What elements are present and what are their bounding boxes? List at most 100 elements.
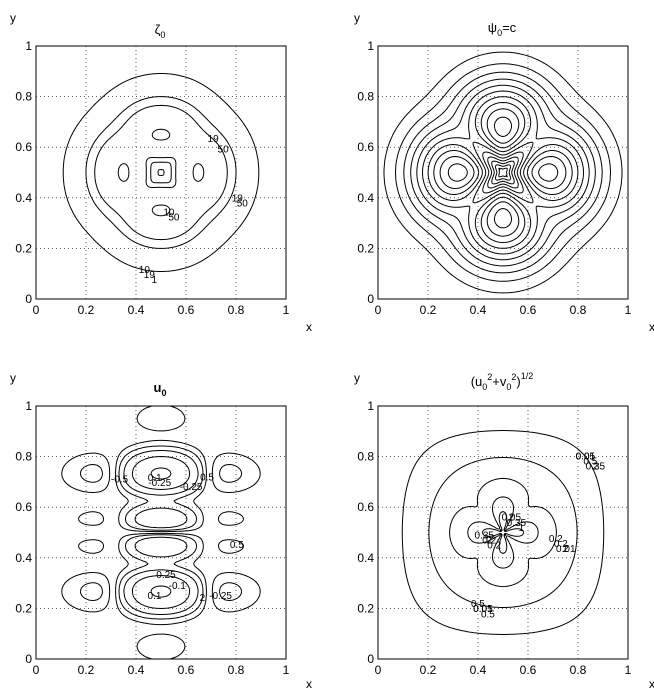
panel-u-contours (61, 405, 261, 660)
panel-speed: (u02+v02)1/2 y x 0.010.050.010.050.20.35… (354, 371, 654, 690)
contour-label: 0.05 (576, 452, 596, 463)
contour-label: 2 (593, 462, 599, 473)
y-tick-label: 1 (367, 399, 374, 413)
panel-zeta-yticks: 0 0.2 0.4 0.6 0.8 1 (15, 39, 32, 306)
contour-line (428, 457, 578, 608)
x-tick-label: 0.6 (520, 303, 537, 317)
contour-line (403, 71, 603, 274)
contour-label: 2 (200, 593, 206, 604)
y-tick-label: 0.8 (15, 450, 32, 464)
contour-label: 0.35 (507, 518, 527, 529)
panel-speed-ylabel: y (354, 371, 360, 385)
contour-label: 50 (168, 213, 180, 224)
x-tick-label: 0.2 (78, 303, 95, 317)
panel-psi-yticks: 0 0.2 0.4 0.6 0.8 1 (357, 39, 374, 306)
panel-zeta-grid (36, 46, 286, 299)
panel-u-frame (35, 405, 287, 660)
contour-label: 2 (509, 513, 515, 524)
y-tick-label: 0.6 (357, 140, 374, 154)
panel-speed-grid (378, 406, 628, 659)
contour-label: 0.05 (502, 513, 522, 524)
contour-label: 0.2 (549, 534, 563, 545)
panel-psi: ψ0=c y x 0 0.2 0.4 0.6 0.8 1 0 0.2 0.4 0.6 0.8 1 (354, 11, 654, 334)
contour-label: 19 (208, 134, 220, 145)
x-tick-label: 1 (283, 663, 290, 677)
panel-psi-ylabel: y (354, 11, 360, 25)
x-tick-label: 0.2 (78, 663, 95, 677)
contour-line (79, 464, 243, 620)
y-tick-label: 0.4 (357, 551, 374, 565)
contour-label: 1 (152, 275, 158, 286)
x-tick-label: 0.8 (570, 303, 587, 317)
contour-label: -0.25 (148, 478, 171, 489)
contour-label: 50 (237, 199, 249, 210)
contour-label: 19 (144, 270, 156, 281)
y-tick-label: 1 (367, 39, 374, 53)
panel-speed-yticks: 0 0.2 0.4 0.6 0.8 1 (357, 399, 374, 666)
panel-speed-contours (401, 430, 605, 635)
x-tick-label: 0.6 (520, 663, 537, 677)
panel-zeta-xlabel: x (306, 320, 312, 334)
y-tick-label: 1 (25, 39, 32, 53)
contour-label: 0.01 (473, 604, 493, 615)
panel-psi-title: ψ0=c (488, 20, 517, 38)
contour-line (481, 511, 525, 554)
y-tick-label: 0.8 (357, 450, 374, 464)
x-tick-label: 0.2 (420, 663, 437, 677)
contour-line (439, 108, 567, 237)
y-tick-label: 0.4 (15, 191, 32, 205)
y-tick-label: 0 (367, 652, 374, 666)
contour-line (447, 116, 559, 229)
x-tick-label: 0.2 (420, 303, 437, 317)
contour-line (449, 477, 557, 588)
y-tick-label: 0.2 (15, 241, 32, 255)
x-tick-label: 0.8 (570, 663, 587, 677)
contour-line (467, 496, 539, 569)
contour-label: 10 (163, 208, 175, 219)
contour-line (79, 445, 243, 601)
contour-line (422, 90, 584, 255)
x-tick-label: 0 (33, 663, 40, 677)
y-tick-label: 1 (25, 399, 32, 413)
contour-label: -0.5 (111, 474, 129, 485)
panel-zeta-title: ζ0 (155, 22, 166, 40)
x-tick-label: 0.8 (228, 303, 245, 317)
y-tick-label: 0.2 (357, 601, 374, 615)
contour-label: 2 (563, 544, 569, 555)
panel-zeta-contours (62, 73, 260, 272)
contour-line (416, 84, 590, 261)
contour-line (62, 73, 260, 272)
panel-psi-contours (383, 51, 623, 294)
contour-label: 0.1 (148, 591, 162, 602)
panel-u-ylabel: y (10, 371, 16, 385)
contour-label: 0.5 (583, 457, 597, 468)
x-tick-label: 1 (625, 303, 632, 317)
contour-line (383, 51, 623, 294)
contour-label: 0.5 (471, 599, 485, 610)
y-tick-label: 0.4 (15, 551, 32, 565)
panel-speed-frame (377, 405, 629, 660)
contour-label: 19 (232, 194, 244, 205)
x-tick-label: 1 (625, 663, 632, 677)
x-tick-label: 0.4 (128, 303, 145, 317)
y-tick-label: 0 (25, 652, 32, 666)
contour-label: 50 (218, 144, 230, 155)
contour-line (433, 102, 573, 243)
contour-line (117, 128, 205, 217)
x-tick-label: 0 (33, 303, 40, 317)
x-tick-label: 0.4 (470, 303, 487, 317)
contour-label: 10 (139, 265, 151, 276)
contour-label: -0.25 (209, 591, 232, 602)
x-tick-label: 0.4 (128, 663, 145, 677)
y-tick-label: 0.6 (15, 140, 32, 154)
contour-label: 0.2 (487, 540, 501, 551)
x-tick-label: 0.6 (178, 663, 195, 677)
panel-zeta-xticks: 0 0.2 0.4 0.6 0.8 1 (33, 303, 290, 317)
contour-label: 0.5 (200, 472, 214, 483)
panel-speed-title: (u02+v02)1/2 (471, 371, 534, 392)
contour-line (123, 536, 199, 615)
panel-speed-contour-labels: 0.010.050.010.050.20.350.50.210.350.50.5… (471, 452, 606, 621)
x-tick-label: 1 (283, 303, 290, 317)
